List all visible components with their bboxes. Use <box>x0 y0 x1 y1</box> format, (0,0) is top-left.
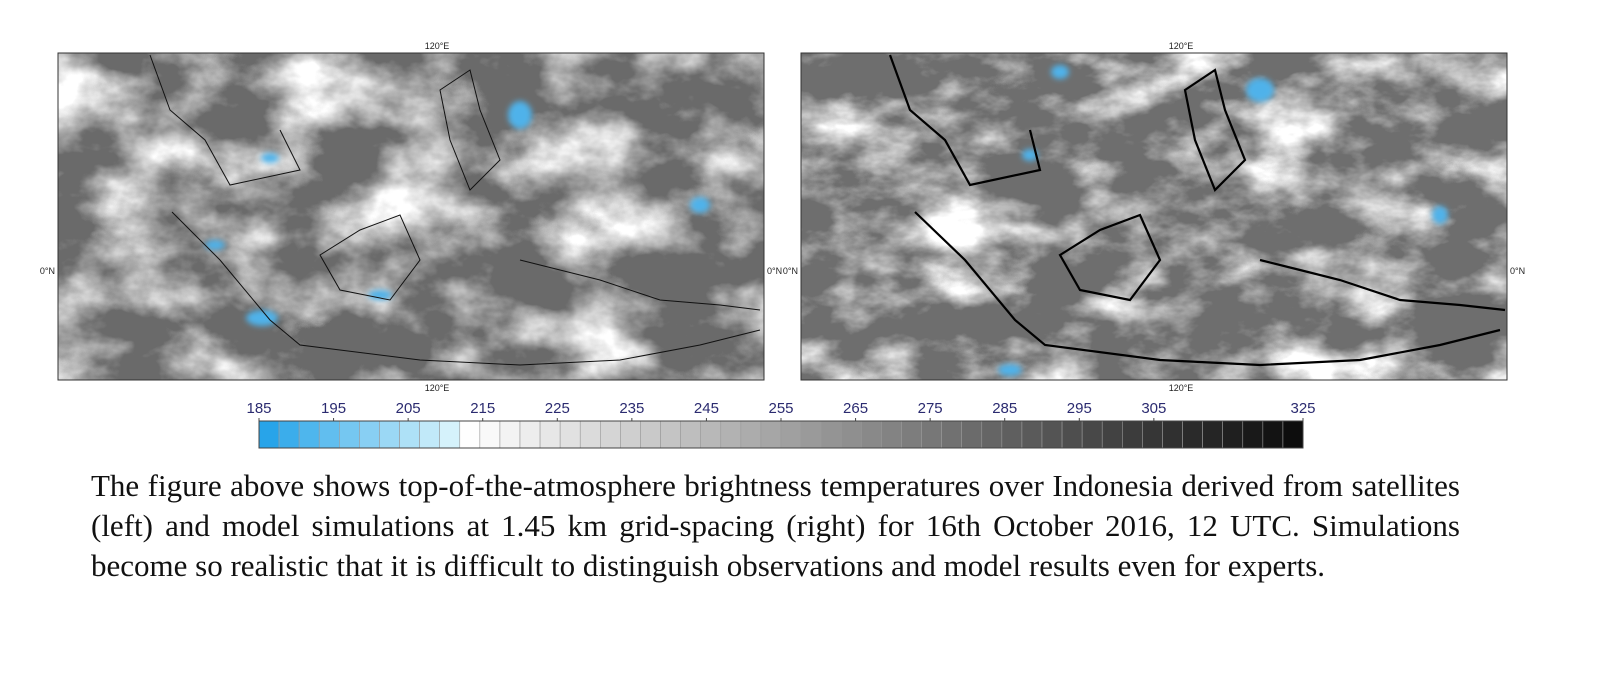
colorbar-cell <box>600 420 621 449</box>
colorbar-cell <box>1041 420 1063 449</box>
colorbar-cell <box>298 420 320 449</box>
colorbar-cell <box>439 420 461 449</box>
colorbar-cell <box>700 420 722 449</box>
colorbar-cell <box>499 420 521 449</box>
colorbar-cell <box>419 420 440 449</box>
colorbar-cell <box>881 420 902 449</box>
colorbar-cell <box>1061 420 1083 449</box>
colorbar-cell <box>1202 420 1223 449</box>
colorbar-cell <box>579 420 601 449</box>
colorbar-cell <box>1021 420 1043 449</box>
colorbar-cell <box>359 420 380 449</box>
colorbar-cell <box>459 420 481 449</box>
colorbar-label: 235 <box>619 400 644 417</box>
map-label: 0°N <box>40 266 55 276</box>
colorbar-cell <box>519 420 541 449</box>
colorbar-cell <box>258 420 280 449</box>
colorbar-cell <box>1262 420 1284 449</box>
colorbar-cell <box>539 420 561 449</box>
colorbar-label: 325 <box>1290 400 1315 417</box>
colorbar-cell <box>660 420 681 449</box>
colorbar-cell <box>1101 420 1123 449</box>
colorbar-cell <box>941 420 962 449</box>
colorbar-cell <box>640 420 661 449</box>
colorbar-cell <box>1001 420 1023 449</box>
colorbar-label: 185 <box>246 400 271 417</box>
colorbar-cell <box>1222 420 1244 449</box>
colorbar-label: 195 <box>321 400 346 417</box>
colorbar-label: 285 <box>992 400 1017 417</box>
colorbar-label: 245 <box>694 400 719 417</box>
colorbar-cell <box>720 420 742 449</box>
colorbar-cell <box>820 420 842 449</box>
colorbar-cell <box>399 420 420 449</box>
map-label: 120°E <box>1169 383 1194 393</box>
colorbar-label: 275 <box>918 400 943 417</box>
colorbar-cell <box>1081 420 1103 449</box>
map-label: 120°E <box>425 383 450 393</box>
colorbar-cell <box>559 420 581 449</box>
colorbar-label: 205 <box>396 400 421 417</box>
colorbar-cell <box>680 420 701 449</box>
colorbar-cell <box>1162 420 1183 449</box>
colorbar-label: 295 <box>1067 400 1092 417</box>
colorbar: 185 195 205 215 225 235 245 255 265 275 285 295 305 3… <box>246 400 1316 449</box>
colorbar-cell <box>800 420 822 449</box>
colorbar-cell <box>840 420 862 449</box>
colorbar-cell <box>1182 420 1203 449</box>
map-label: 120°E <box>1169 41 1194 51</box>
colorbar-label: 265 <box>843 400 868 417</box>
colorbar-cell <box>1282 420 1304 449</box>
colorbar-label: 305 <box>1141 400 1166 417</box>
colorbar-cell <box>901 420 922 449</box>
colorbar-cell <box>921 420 942 449</box>
map-frame <box>800 52 1508 381</box>
colorbar-cell <box>339 420 360 449</box>
colorbar-cell <box>1242 420 1264 449</box>
colorbar-cell <box>1142 420 1163 449</box>
colorbar-cell <box>379 420 400 449</box>
colorbar-cell <box>1122 420 1143 449</box>
map-label: 0°N <box>783 266 798 276</box>
map-label: 120°E <box>425 41 450 51</box>
colorbar-cell <box>620 420 641 449</box>
colorbar-cell <box>760 420 782 449</box>
colorbar-cell <box>278 420 300 449</box>
colorbar-label: 255 <box>768 400 793 417</box>
map-label: 0°N <box>767 266 782 276</box>
satellite-map <box>58 53 764 380</box>
colorbar-cell <box>861 420 882 449</box>
colorbar-cell <box>318 420 340 449</box>
map-frame <box>57 52 765 381</box>
colorbar-cell <box>981 420 1003 449</box>
colorbar-cell <box>961 420 983 449</box>
colorbar-label: 225 <box>545 400 570 417</box>
colorbar-cell <box>479 420 501 449</box>
colorbar-cell <box>780 420 802 449</box>
colorbar-label: 215 <box>470 400 495 417</box>
colorbar-cell <box>740 420 762 449</box>
model-map <box>801 53 1507 380</box>
map-label: 0°N <box>1510 266 1525 276</box>
caption: The figure above shows top-of-the-atmosp… <box>91 468 1460 583</box>
figure: 120°E 120°E 0°N 0°N 120°E 120°E 0°N 0°N … <box>40 41 1525 449</box>
